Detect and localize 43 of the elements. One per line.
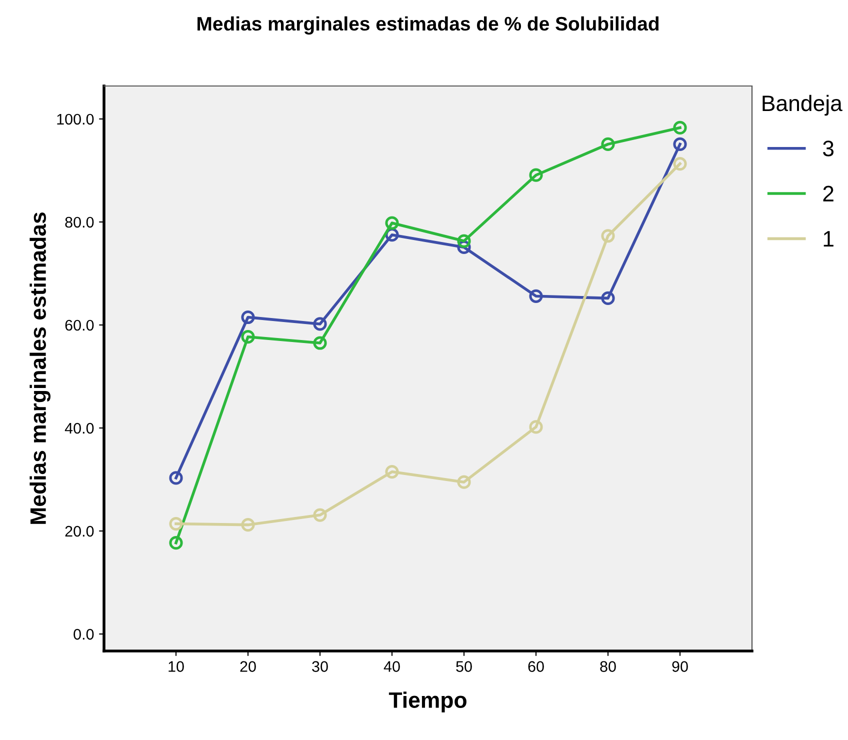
point [241,330,255,344]
y-tick-label: 60.0 [65,320,94,331]
point [601,291,615,306]
legend-label: 1 [824,231,834,246]
point [169,471,183,485]
point [385,464,399,479]
point [169,536,183,550]
x-tick-label: 10 [168,661,184,672]
point [601,229,615,243]
x-tick-label: 40 [384,661,400,672]
x-tick-label: 30 [312,661,328,672]
point [457,475,471,489]
point [529,168,543,182]
y-tick-label: 100.0 [57,114,94,125]
x-tick-label: 20 [240,661,256,672]
legend-label: 3 [823,140,834,156]
x-tick-label: 50 [456,661,472,672]
y-tick-label: 80.0 [65,216,94,228]
legend-label: 2 [823,186,834,202]
x-tick-label: 60 [528,661,544,672]
point [385,216,399,230]
y-axis-title: Medias marginales estimadas [30,212,50,524]
point [673,137,687,152]
point [313,508,327,522]
point [673,120,687,135]
point [313,317,327,331]
x-axis-title: Tiempo [388,692,466,712]
point [169,516,183,531]
y-tick-label: 0.0 [74,628,94,640]
point [457,234,471,248]
point [313,336,327,350]
chart-title: Medias marginales estimadas de % de Solubilidad [198,16,659,35]
point [529,420,543,434]
point [601,137,615,152]
y-tick-label: 40.0 [64,422,94,434]
x-tick-label: 90 [672,661,688,672]
legend-title: Bandeja [762,94,842,116]
point [241,518,255,532]
x-tick-label: 80 [600,661,616,672]
point [241,310,255,324]
y-tick-label: 20.0 [65,526,94,537]
point [529,289,543,303]
point [673,156,687,171]
